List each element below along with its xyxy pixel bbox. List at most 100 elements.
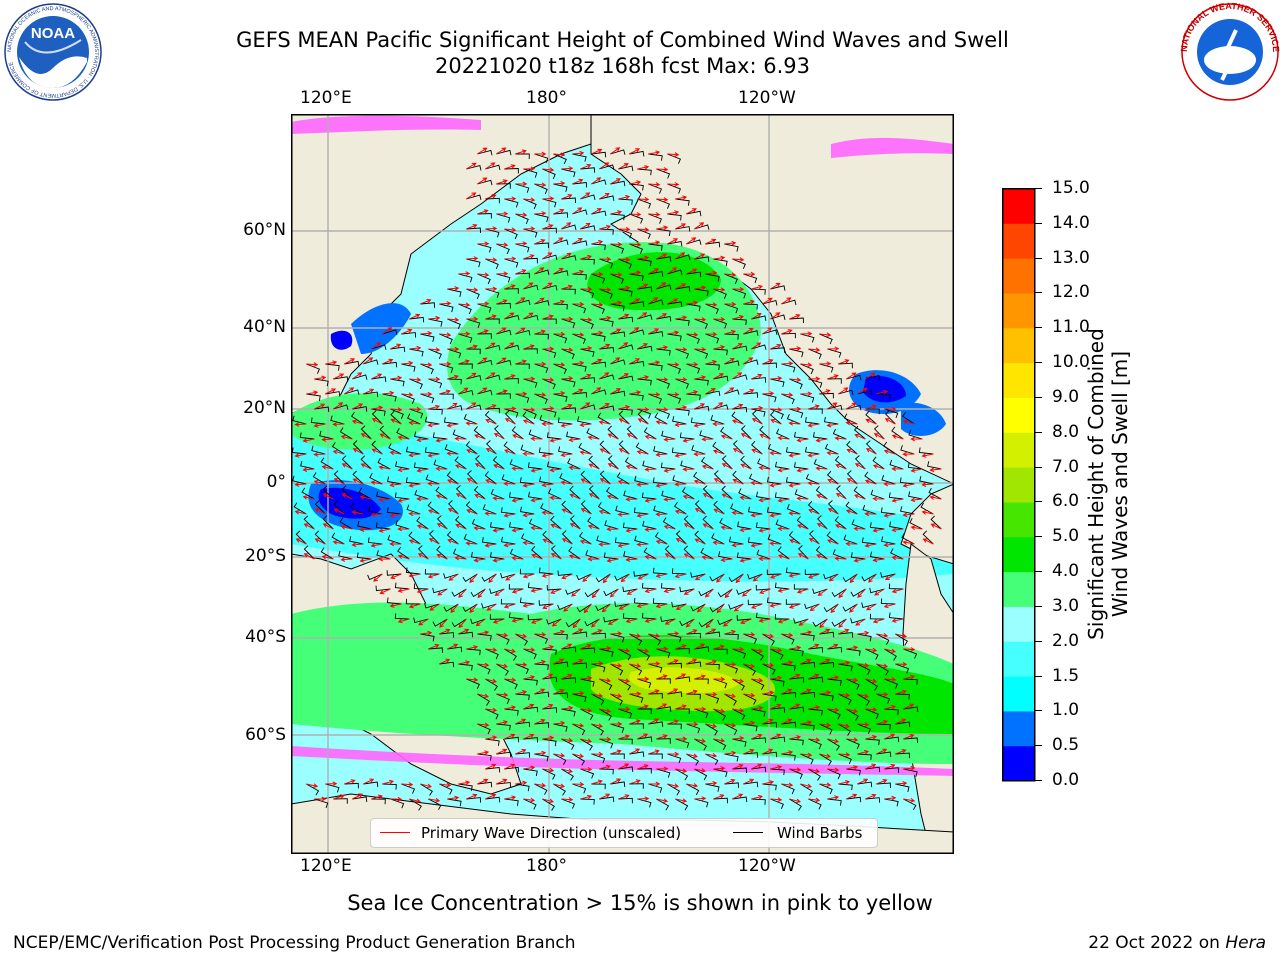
- wave-direction-arrow: [530, 588, 543, 593]
- wind-barb: [908, 430, 923, 440]
- wave-direction-arrow: [819, 782, 832, 788]
- wind-barb: [637, 168, 652, 176]
- wind-barb: [371, 440, 383, 455]
- wind-barb: [496, 183, 511, 189]
- wave-direction-arrow: [857, 749, 870, 755]
- wave-direction-arrow: [496, 389, 508, 395]
- wave-direction-arrow: [325, 388, 337, 395]
- wind-barb: [504, 378, 519, 384]
- wave-direction-arrow: [895, 633, 908, 639]
- wind-barb: [550, 545, 562, 560]
- wind-barb: [865, 797, 881, 803]
- wind-barb: [484, 411, 497, 425]
- colorbar-tick-mark: [1035, 257, 1042, 259]
- wind-barb: [804, 417, 820, 425]
- wind-barb: [325, 783, 340, 793]
- wave-direction-arrow: [664, 553, 676, 560]
- wave-direction-arrow: [553, 689, 565, 695]
- wind-barb: [789, 648, 804, 657]
- wave-direction-arrow: [531, 553, 543, 560]
- wind-barb: [447, 646, 463, 653]
- wave-direction-arrow: [808, 797, 821, 803]
- wind-barb: [538, 600, 554, 606]
- lon-label-top-120e: 120°E: [300, 88, 352, 108]
- wave-direction-arrow: [553, 390, 566, 396]
- wave-direction-arrow: [610, 272, 623, 277]
- wind-barb: [610, 149, 626, 155]
- wave-direction-arrow: [800, 362, 813, 368]
- wave-direction-arrow: [683, 588, 695, 595]
- wind-barb-swatch: [733, 832, 763, 833]
- wind-barb: [414, 431, 429, 440]
- wind-barb: [394, 582, 410, 590]
- wind-barb: [463, 414, 478, 425]
- wind-barb: [846, 648, 861, 656]
- wave-direction-arrow: [485, 707, 498, 713]
- wind-barb: [694, 646, 710, 652]
- wave-direction-arrow: [705, 238, 717, 245]
- wind-barb: [485, 678, 498, 691]
- wave-direction-arrow: [705, 753, 718, 758]
- wave-direction-arrow: [523, 675, 536, 680]
- wind-barb: [789, 768, 803, 780]
- wave-direction-arrow: [751, 418, 763, 425]
- wave-direction-arrow: [724, 329, 737, 335]
- wind-barb: [838, 362, 853, 369]
- wind-barb: [572, 363, 587, 372]
- wave-direction-arrow: [333, 373, 345, 380]
- wind-barb: [743, 723, 758, 732]
- lon-label-top-180: 180°: [526, 88, 567, 108]
- wind-barb: [572, 333, 586, 345]
- wave-direction-arrow: [485, 678, 498, 684]
- wave-direction-arrow: [702, 493, 714, 500]
- wind-barb: [705, 783, 720, 792]
- wave-direction-arrow: [758, 556, 771, 562]
- wind-barb: [341, 455, 353, 470]
- wind-barb: [523, 228, 538, 238]
- wave-direction-arrow: [693, 479, 706, 485]
- wind-barb: [432, 587, 448, 594]
- wave-direction-arrow: [636, 482, 649, 487]
- wind-barb: [599, 648, 614, 658]
- wind-barb: [675, 378, 689, 389]
- wind-barb: [683, 515, 695, 530]
- wave-direction-arrow: [542, 252, 553, 260]
- wind-barb: [623, 490, 638, 500]
- colorbar-tick-mark: [1035, 466, 1042, 468]
- wave-direction-arrow: [637, 733, 649, 740]
- wind-barb: [443, 573, 459, 579]
- wind-barb: [721, 485, 733, 500]
- wind-barb: [397, 546, 410, 560]
- wave-direction-arrow: [759, 588, 771, 594]
- wind-barb: [851, 519, 866, 530]
- wave-direction-arrow: [655, 539, 668, 545]
- wind-barb: [737, 521, 752, 530]
- wind-barb: [504, 648, 517, 661]
- wind-barb: [694, 500, 706, 515]
- wave-direction-arrow: [705, 691, 718, 697]
- wind-barb: [439, 303, 454, 313]
- colorbar-tick-mark: [1035, 640, 1042, 642]
- wave-direction-arrow: [770, 675, 783, 681]
- wind-barb: [622, 522, 638, 530]
- wave-direction-arrow: [523, 647, 536, 653]
- wind-barb: [553, 393, 568, 402]
- wave-direction-arrow: [770, 376, 783, 381]
- wave-direction-arrow: [618, 678, 630, 684]
- lat-label-equator: 0°: [266, 472, 286, 492]
- wave-direction-arrow: [872, 464, 885, 470]
- wind-barb: [401, 783, 415, 794]
- wave-direction-arrow: [857, 778, 869, 785]
- wave-direction-arrow: [363, 388, 375, 395]
- wind-barb: [629, 723, 644, 729]
- wave-direction-arrow: [922, 538, 934, 545]
- wind-barb: [637, 345, 653, 352]
- wind-barb: [333, 798, 348, 804]
- wave-direction-arrow: [587, 524, 600, 530]
- wave-direction-arrow: [816, 494, 828, 500]
- wave-direction-arrow: [637, 343, 648, 350]
- wave-direction-arrow: [598, 420, 611, 425]
- wind-barb: [382, 329, 398, 335]
- wave-direction-arrow: [591, 177, 602, 185]
- wind-barb: [807, 501, 820, 515]
